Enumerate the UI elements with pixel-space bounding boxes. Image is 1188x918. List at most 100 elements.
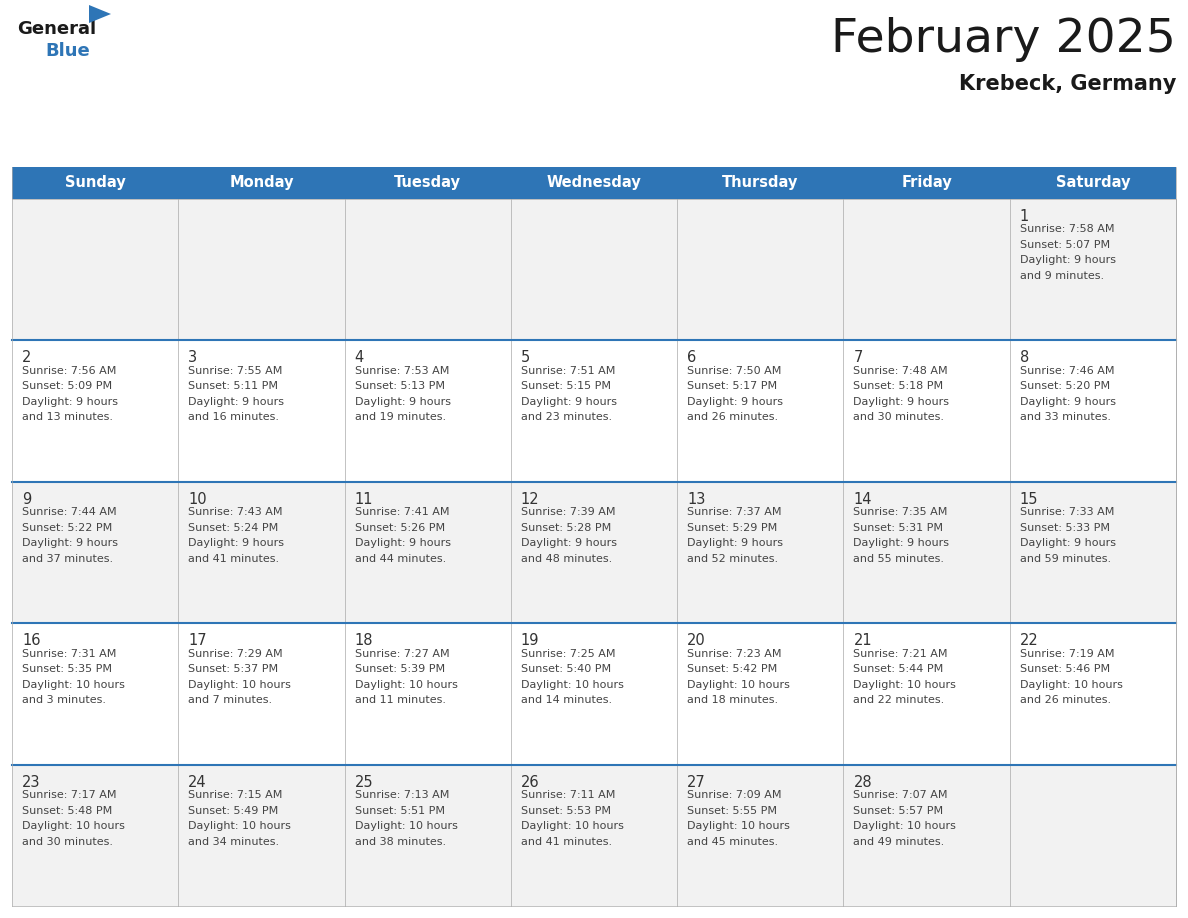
Text: and 14 minutes.: and 14 minutes. <box>520 695 612 705</box>
Text: and 41 minutes.: and 41 minutes. <box>188 554 279 564</box>
Bar <box>12 623 1176 765</box>
Text: Daylight: 9 hours: Daylight: 9 hours <box>1019 397 1116 407</box>
Text: Sunset: 5:18 PM: Sunset: 5:18 PM <box>853 381 943 391</box>
Text: Sunset: 5:55 PM: Sunset: 5:55 PM <box>687 806 777 815</box>
Text: and 16 minutes.: and 16 minutes. <box>188 412 279 422</box>
Text: 15: 15 <box>1019 492 1038 507</box>
Text: 25: 25 <box>354 775 373 789</box>
Text: and 38 minutes.: and 38 minutes. <box>354 836 446 846</box>
Text: 14: 14 <box>853 492 872 507</box>
Text: Daylight: 9 hours: Daylight: 9 hours <box>188 397 284 407</box>
Text: 5: 5 <box>520 351 530 365</box>
Text: and 45 minutes.: and 45 minutes. <box>687 836 778 846</box>
Bar <box>1010 167 1176 199</box>
Text: Sunrise: 7:07 AM: Sunrise: 7:07 AM <box>853 790 948 800</box>
Text: and 13 minutes.: and 13 minutes. <box>23 412 113 422</box>
Text: Sunset: 5:33 PM: Sunset: 5:33 PM <box>1019 522 1110 532</box>
Text: Sunset: 5:31 PM: Sunset: 5:31 PM <box>853 522 943 532</box>
Text: and 41 minutes.: and 41 minutes. <box>520 836 612 846</box>
Text: Sunset: 5:11 PM: Sunset: 5:11 PM <box>188 381 278 391</box>
Text: and 19 minutes.: and 19 minutes. <box>354 412 446 422</box>
Text: 20: 20 <box>687 633 706 648</box>
Text: Sunset: 5:09 PM: Sunset: 5:09 PM <box>23 381 112 391</box>
Text: Friday: Friday <box>902 175 952 191</box>
Text: Sunrise: 7:37 AM: Sunrise: 7:37 AM <box>687 508 782 518</box>
Text: Daylight: 10 hours: Daylight: 10 hours <box>853 821 956 831</box>
Text: Sunrise: 7:48 AM: Sunrise: 7:48 AM <box>853 366 948 375</box>
Text: 16: 16 <box>23 633 40 648</box>
Text: Sunrise: 7:09 AM: Sunrise: 7:09 AM <box>687 790 782 800</box>
Text: Sunset: 5:35 PM: Sunset: 5:35 PM <box>23 665 112 674</box>
Text: Daylight: 10 hours: Daylight: 10 hours <box>687 821 790 831</box>
Text: Sunrise: 7:50 AM: Sunrise: 7:50 AM <box>687 366 782 375</box>
Text: Daylight: 9 hours: Daylight: 9 hours <box>687 538 783 548</box>
Text: Daylight: 9 hours: Daylight: 9 hours <box>23 538 118 548</box>
Text: and 26 minutes.: and 26 minutes. <box>1019 695 1111 705</box>
Text: 11: 11 <box>354 492 373 507</box>
Bar <box>345 167 511 199</box>
Text: and 9 minutes.: and 9 minutes. <box>1019 271 1104 281</box>
Text: Daylight: 10 hours: Daylight: 10 hours <box>520 821 624 831</box>
Text: Daylight: 10 hours: Daylight: 10 hours <box>188 679 291 689</box>
Text: and 26 minutes.: and 26 minutes. <box>687 412 778 422</box>
Text: and 11 minutes.: and 11 minutes. <box>354 695 446 705</box>
Text: and 37 minutes.: and 37 minutes. <box>23 554 113 564</box>
Text: Daylight: 10 hours: Daylight: 10 hours <box>853 679 956 689</box>
Bar <box>12 765 1176 906</box>
Text: and 55 minutes.: and 55 minutes. <box>853 554 944 564</box>
Text: 18: 18 <box>354 633 373 648</box>
Text: and 23 minutes.: and 23 minutes. <box>520 412 612 422</box>
Text: Sunset: 5:22 PM: Sunset: 5:22 PM <box>23 522 112 532</box>
Text: Sunset: 5:40 PM: Sunset: 5:40 PM <box>520 665 611 674</box>
Text: Saturday: Saturday <box>1056 175 1130 191</box>
Text: Sunrise: 7:19 AM: Sunrise: 7:19 AM <box>1019 649 1114 659</box>
Bar <box>178 167 345 199</box>
Text: 19: 19 <box>520 633 539 648</box>
Text: Daylight: 9 hours: Daylight: 9 hours <box>1019 538 1116 548</box>
Text: 9: 9 <box>23 492 31 507</box>
Text: Sunrise: 7:55 AM: Sunrise: 7:55 AM <box>188 366 283 375</box>
Text: Sunrise: 7:43 AM: Sunrise: 7:43 AM <box>188 508 283 518</box>
Text: Sunrise: 7:25 AM: Sunrise: 7:25 AM <box>520 649 615 659</box>
Text: 1: 1 <box>1019 209 1029 224</box>
Text: Thursday: Thursday <box>722 175 798 191</box>
Text: 28: 28 <box>853 775 872 789</box>
Text: Sunrise: 7:21 AM: Sunrise: 7:21 AM <box>853 649 948 659</box>
Text: Sunrise: 7:53 AM: Sunrise: 7:53 AM <box>354 366 449 375</box>
Text: Wednesday: Wednesday <box>546 175 642 191</box>
Text: Sunset: 5:42 PM: Sunset: 5:42 PM <box>687 665 777 674</box>
Text: and 30 minutes.: and 30 minutes. <box>23 836 113 846</box>
Text: Daylight: 10 hours: Daylight: 10 hours <box>1019 679 1123 689</box>
Text: Sunset: 5:29 PM: Sunset: 5:29 PM <box>687 522 777 532</box>
Text: 13: 13 <box>687 492 706 507</box>
Text: Daylight: 9 hours: Daylight: 9 hours <box>1019 255 1116 265</box>
Text: Blue: Blue <box>45 42 90 60</box>
Text: 23: 23 <box>23 775 40 789</box>
Text: Daylight: 9 hours: Daylight: 9 hours <box>853 397 949 407</box>
Text: Sunset: 5:39 PM: Sunset: 5:39 PM <box>354 665 444 674</box>
Text: Daylight: 10 hours: Daylight: 10 hours <box>23 821 125 831</box>
Text: Sunset: 5:51 PM: Sunset: 5:51 PM <box>354 806 444 815</box>
Text: Tuesday: Tuesday <box>394 175 461 191</box>
Text: Sunrise: 7:23 AM: Sunrise: 7:23 AM <box>687 649 782 659</box>
Bar <box>677 167 843 199</box>
Text: Sunset: 5:46 PM: Sunset: 5:46 PM <box>1019 665 1110 674</box>
Text: 26: 26 <box>520 775 539 789</box>
Text: Sunset: 5:44 PM: Sunset: 5:44 PM <box>853 665 943 674</box>
Text: Sunday: Sunday <box>65 175 126 191</box>
Text: Sunrise: 7:29 AM: Sunrise: 7:29 AM <box>188 649 283 659</box>
Text: Sunrise: 7:56 AM: Sunrise: 7:56 AM <box>23 366 116 375</box>
Text: Sunrise: 7:13 AM: Sunrise: 7:13 AM <box>354 790 449 800</box>
Text: Sunset: 5:48 PM: Sunset: 5:48 PM <box>23 806 112 815</box>
Text: and 59 minutes.: and 59 minutes. <box>1019 554 1111 564</box>
Text: 10: 10 <box>188 492 207 507</box>
Text: Sunset: 5:57 PM: Sunset: 5:57 PM <box>853 806 943 815</box>
Text: and 33 minutes.: and 33 minutes. <box>1019 412 1111 422</box>
Text: and 22 minutes.: and 22 minutes. <box>853 695 944 705</box>
Text: Daylight: 9 hours: Daylight: 9 hours <box>354 397 450 407</box>
Text: Sunset: 5:17 PM: Sunset: 5:17 PM <box>687 381 777 391</box>
Text: 6: 6 <box>687 351 696 365</box>
Bar <box>12 482 1176 623</box>
Text: Daylight: 9 hours: Daylight: 9 hours <box>687 397 783 407</box>
Text: 21: 21 <box>853 633 872 648</box>
